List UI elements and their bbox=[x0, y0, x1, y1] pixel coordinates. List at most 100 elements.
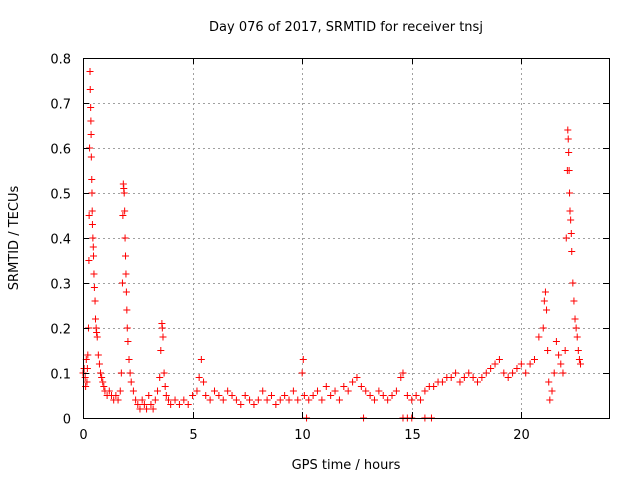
y-tick-label: 0.3 bbox=[50, 278, 71, 293]
data-point bbox=[384, 396, 392, 404]
data-point bbox=[557, 360, 565, 368]
data-point bbox=[83, 378, 91, 386]
data-point bbox=[189, 392, 197, 399]
data-point bbox=[392, 387, 400, 395]
data-point bbox=[294, 396, 302, 404]
data-point bbox=[417, 396, 425, 404]
data-point bbox=[83, 365, 91, 372]
data-point bbox=[555, 351, 563, 359]
data-point bbox=[263, 396, 271, 404]
data-point bbox=[246, 396, 254, 404]
data-point bbox=[300, 392, 308, 399]
data-point bbox=[254, 396, 262, 404]
data-point bbox=[539, 324, 547, 332]
data-point bbox=[159, 333, 167, 341]
data-point bbox=[149, 405, 157, 413]
data-point bbox=[281, 392, 289, 399]
x-tick-label: 10 bbox=[294, 428, 311, 443]
y-tick-label: 0.6 bbox=[50, 143, 71, 158]
data-point bbox=[99, 378, 107, 386]
data-point bbox=[322, 383, 330, 390]
data-point bbox=[122, 288, 130, 296]
data-point bbox=[88, 221, 96, 228]
data-point bbox=[143, 405, 151, 413]
grid-lines bbox=[83, 58, 609, 418]
data-point bbox=[122, 252, 130, 260]
data-point bbox=[193, 387, 201, 395]
chart-title: Day 076 of 2017, SRMTID for receiver tns… bbox=[209, 20, 483, 35]
data-point bbox=[89, 243, 97, 251]
data-point bbox=[151, 396, 159, 404]
y-tick-label: 0.8 bbox=[50, 53, 71, 68]
data-point bbox=[504, 374, 512, 381]
data-point bbox=[85, 257, 93, 264]
y-axis-title: SRMTID / TECUs bbox=[7, 186, 22, 291]
data-point bbox=[388, 392, 396, 399]
data-point bbox=[340, 383, 348, 390]
data-point bbox=[289, 387, 297, 395]
data-point bbox=[126, 369, 134, 377]
data-point bbox=[309, 392, 317, 399]
data-point bbox=[421, 387, 429, 395]
data-point bbox=[87, 104, 95, 111]
data-point bbox=[94, 351, 102, 359]
data-point bbox=[548, 387, 556, 395]
data-point bbox=[349, 378, 357, 386]
data-point bbox=[305, 396, 313, 404]
data-point bbox=[157, 347, 165, 354]
data-point bbox=[546, 396, 554, 404]
data-point bbox=[487, 365, 495, 372]
data-point bbox=[145, 392, 153, 399]
data-point bbox=[564, 126, 572, 134]
data-point bbox=[299, 356, 307, 363]
data-point bbox=[232, 396, 240, 404]
x-tick-labels: 0 5 10 15 20 bbox=[79, 428, 529, 443]
data-point bbox=[574, 347, 582, 354]
data-point bbox=[565, 149, 573, 156]
data-point bbox=[456, 378, 464, 386]
y-tick-labels: 0 0.1 0.2 0.3 0.4 0.5 0.6 0.7 0.8 bbox=[50, 53, 71, 428]
data-point bbox=[97, 369, 105, 377]
data-point bbox=[86, 86, 94, 93]
data-point bbox=[112, 392, 120, 399]
data-point bbox=[125, 356, 133, 363]
data-point bbox=[250, 401, 258, 408]
data-point bbox=[154, 387, 162, 395]
data-point bbox=[469, 374, 477, 381]
data-point bbox=[535, 333, 543, 341]
data-point bbox=[272, 401, 280, 408]
data-point bbox=[89, 234, 97, 242]
data-point bbox=[140, 401, 148, 408]
data-point bbox=[569, 279, 577, 287]
data-point bbox=[100, 383, 108, 390]
data-point bbox=[572, 324, 580, 332]
data-point bbox=[195, 374, 203, 381]
data-point bbox=[567, 230, 575, 237]
data-point bbox=[447, 374, 455, 381]
data-point bbox=[541, 288, 549, 296]
data-point bbox=[90, 284, 98, 291]
data-point bbox=[161, 383, 169, 390]
data-point bbox=[366, 392, 374, 399]
data-point bbox=[478, 374, 486, 381]
data-point bbox=[147, 401, 155, 408]
y-tick-label: 0 bbox=[63, 413, 71, 428]
data-point bbox=[91, 297, 99, 305]
data-point bbox=[184, 401, 192, 408]
x-tick-label: 5 bbox=[189, 428, 197, 443]
data-point bbox=[86, 68, 94, 75]
data-point bbox=[571, 315, 579, 323]
data-point bbox=[136, 405, 144, 413]
data-point bbox=[566, 189, 574, 197]
data-point bbox=[575, 356, 583, 363]
data-point bbox=[544, 347, 552, 354]
data-point bbox=[118, 279, 126, 287]
data-point bbox=[87, 131, 95, 138]
data-point bbox=[517, 360, 525, 368]
axis-ticks bbox=[83, 58, 609, 419]
data-point bbox=[121, 207, 129, 215]
data-point bbox=[84, 351, 92, 359]
data-point bbox=[540, 297, 548, 305]
data-point bbox=[93, 333, 101, 341]
